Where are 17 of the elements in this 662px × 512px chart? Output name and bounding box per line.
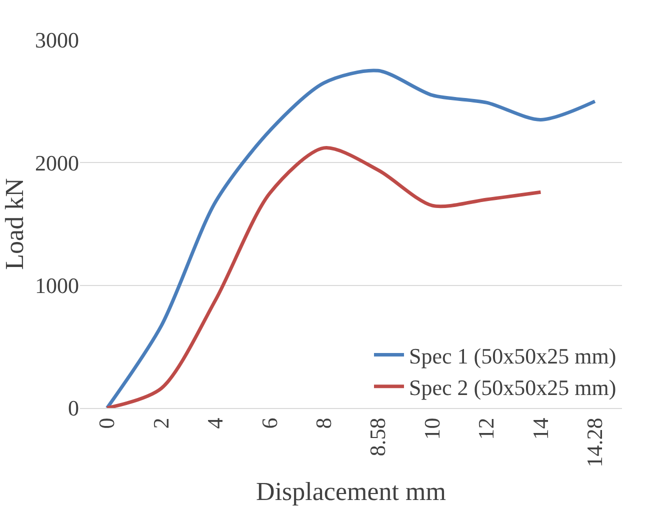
x-tick-label: 4 xyxy=(202,418,228,429)
y-tick-label: 2000 xyxy=(35,150,79,176)
legend-label: Spec 2 (50x50x25 mm) xyxy=(409,374,616,400)
x-tick-label: 14 xyxy=(528,418,553,440)
x-tick-label: 8.58 xyxy=(365,418,390,456)
y-tick-label: 3000 xyxy=(35,28,79,53)
x-tick-label: 2 xyxy=(148,418,174,429)
legend-label: Spec 1 (50x50x25 mm) xyxy=(409,343,616,368)
y-axis-title: Load kN xyxy=(0,178,29,270)
x-tick-label: 14.28 xyxy=(582,418,608,468)
x-tick-label: 12 xyxy=(474,418,499,440)
x-tick-label: 6 xyxy=(256,418,282,429)
y-tick-label: 1000 xyxy=(35,273,79,298)
x-tick-label: 0 xyxy=(94,418,120,429)
x-tick-label: 10 xyxy=(419,418,444,440)
x-tick-label: 8 xyxy=(311,418,336,429)
x-axis-title: Displacement mm xyxy=(256,477,446,506)
